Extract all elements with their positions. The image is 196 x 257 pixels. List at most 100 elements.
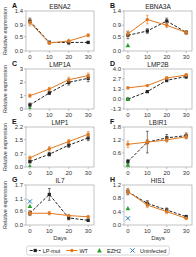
x-tick-label: 20 xyxy=(65,228,72,234)
marker xyxy=(184,217,187,220)
plot-frame xyxy=(26,127,94,167)
error-bar xyxy=(146,91,149,93)
error-bar xyxy=(185,74,188,77)
marker xyxy=(86,133,89,136)
panel-title: IL7 xyxy=(55,177,64,184)
plot-frame xyxy=(124,11,192,51)
x-axis-label: Days xyxy=(53,235,67,241)
marker xyxy=(126,32,129,35)
series-line xyxy=(30,76,88,96)
marker xyxy=(146,141,149,144)
y-axis-label: Relative expression xyxy=(2,181,8,229)
error-bar xyxy=(185,135,188,139)
x-tick-label: 10 xyxy=(46,170,53,176)
series-line xyxy=(128,137,186,145)
error-bar xyxy=(48,147,51,151)
marker xyxy=(125,43,130,47)
y-tick xyxy=(122,51,124,52)
y-tick xyxy=(24,210,26,211)
error-bar xyxy=(87,216,90,218)
y-tick-label: 2.7 xyxy=(113,76,122,82)
y-tick xyxy=(24,36,26,37)
y-axis-label: Relative expression xyxy=(2,7,8,55)
error-bar xyxy=(87,73,90,78)
panel-title: LMP1A xyxy=(49,61,71,68)
error-bar xyxy=(126,188,129,195)
x-axis-label: Days xyxy=(151,235,165,241)
plot-frame xyxy=(124,127,192,167)
marker xyxy=(125,96,130,100)
error-bar xyxy=(165,23,168,28)
x-tick-label: 30 xyxy=(85,228,92,234)
y-tick xyxy=(24,154,26,155)
error-bar xyxy=(185,133,188,138)
marker xyxy=(87,219,90,222)
plot-frame xyxy=(124,69,192,109)
marker xyxy=(28,199,32,203)
series-line xyxy=(30,134,88,158)
x-tick-label: 0 xyxy=(28,228,32,234)
error-bar xyxy=(48,152,51,156)
marker xyxy=(67,144,70,147)
y-tick xyxy=(122,185,124,186)
legend-swatch xyxy=(66,249,77,252)
series-line xyxy=(128,20,186,34)
error-bar xyxy=(48,189,51,201)
data-layer xyxy=(125,188,187,220)
y-tick-label: 1 xyxy=(20,93,24,99)
y-tick xyxy=(122,198,124,199)
y-tick xyxy=(122,152,124,153)
legend-swatch xyxy=(130,248,134,252)
series-line xyxy=(128,192,186,219)
marker xyxy=(28,212,31,215)
data-layer xyxy=(125,15,187,47)
marker xyxy=(125,162,130,166)
panel-label: H xyxy=(110,176,115,183)
plot-frame xyxy=(26,185,94,225)
marker xyxy=(48,147,51,150)
marker xyxy=(165,24,168,27)
error-bar xyxy=(87,132,90,137)
marker xyxy=(126,190,129,193)
x-tick-label: 30 xyxy=(85,112,92,118)
error-bar xyxy=(67,77,70,82)
y-tick-label: 1.1 xyxy=(15,196,24,202)
series-line xyxy=(30,21,88,42)
marker xyxy=(28,212,31,215)
y-tick xyxy=(122,78,124,79)
legend-item: Uninfected xyxy=(130,248,166,254)
panel-title: LMP2B xyxy=(147,61,168,68)
y-tick-label: 2 xyxy=(20,79,24,85)
legend-swatch xyxy=(97,248,102,252)
y-tick-label: 0.8 xyxy=(113,195,122,201)
panel-label: B xyxy=(110,2,115,9)
y-tick-label: 0.0 xyxy=(113,96,122,102)
legend-swatch xyxy=(30,249,41,252)
error-bar xyxy=(146,202,149,207)
y-tick xyxy=(24,185,26,186)
figure: 01020300.00.50.91.4EBNA2ARelative expres… xyxy=(0,0,196,257)
marker xyxy=(165,210,168,213)
series-line xyxy=(128,21,186,35)
x-tick-label: 20 xyxy=(65,54,72,60)
x-tick-label: 20 xyxy=(65,112,72,118)
y-tick xyxy=(24,199,26,200)
series-line xyxy=(30,78,88,105)
plot-frame xyxy=(124,185,192,225)
marker xyxy=(67,78,70,81)
legend-label: Uninfected xyxy=(140,248,166,254)
y-tick-label: 3 xyxy=(20,66,24,72)
marker xyxy=(28,156,31,159)
marker xyxy=(67,39,70,42)
marker xyxy=(146,84,149,87)
error-bar xyxy=(28,19,31,26)
panel-title: LBIR1 xyxy=(149,119,167,126)
marker xyxy=(146,140,149,143)
x-tick-label: 10 xyxy=(144,112,151,118)
y-tick-label: 0.6 xyxy=(15,208,24,214)
y-tick-label: 1.5 xyxy=(15,137,24,143)
error-bar xyxy=(28,211,31,216)
error-bar xyxy=(126,87,129,89)
legend-marker xyxy=(70,249,73,252)
marker xyxy=(146,29,149,32)
